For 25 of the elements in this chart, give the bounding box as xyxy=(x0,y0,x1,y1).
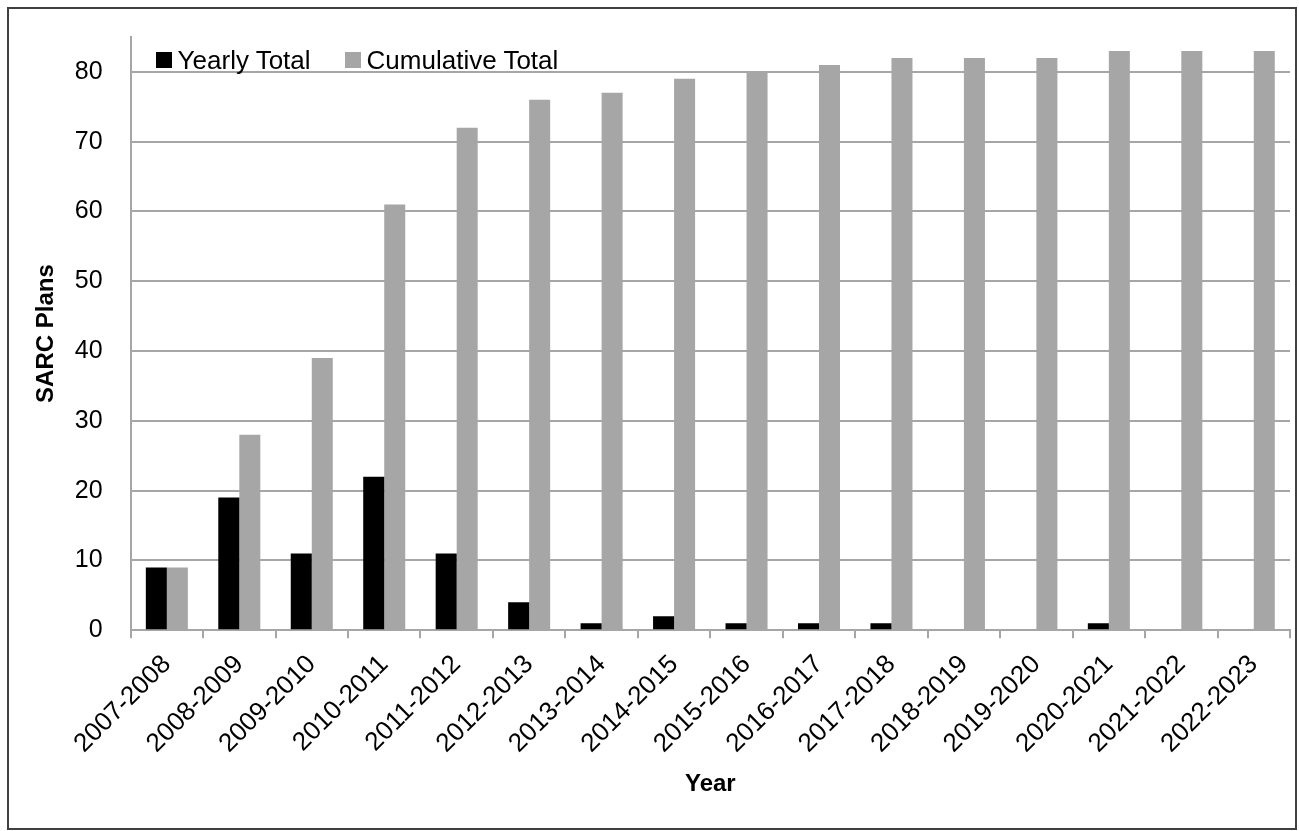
bar xyxy=(290,553,312,630)
y-tick-label: 60 xyxy=(74,195,103,224)
y-tick-label: 50 xyxy=(74,265,103,294)
bar xyxy=(1087,623,1109,630)
bar xyxy=(218,497,240,630)
y-tick-label: 30 xyxy=(74,404,103,433)
bar xyxy=(653,616,675,630)
bar xyxy=(145,567,167,630)
bar xyxy=(725,623,747,630)
y-tick-label: 0 xyxy=(88,614,103,643)
bar xyxy=(508,602,530,630)
y-tick-label: 70 xyxy=(74,125,103,154)
bar xyxy=(580,623,602,630)
y-axis-title: SARC Plans xyxy=(31,264,59,403)
y-tick-label: 40 xyxy=(74,334,103,363)
bar xyxy=(797,623,819,630)
y-tick-label: 80 xyxy=(74,55,103,84)
legend-label: Cumulative Total xyxy=(366,45,559,75)
bar xyxy=(363,476,385,630)
bar xyxy=(870,623,892,630)
y-tick-label: 20 xyxy=(74,474,103,503)
bar xyxy=(435,553,457,630)
y-tick-label: 10 xyxy=(74,544,103,573)
x-axis-title: Year xyxy=(684,769,736,797)
legend-label: Yearly Total xyxy=(177,45,311,75)
